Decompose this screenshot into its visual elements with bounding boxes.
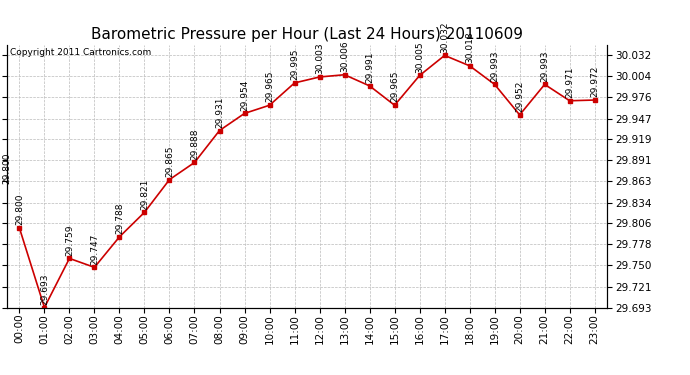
Text: 29.972: 29.972 [590, 66, 599, 97]
Text: Copyright 2011 Cartronics.com: Copyright 2011 Cartronics.com [10, 48, 151, 57]
Text: 29.965: 29.965 [265, 71, 274, 102]
Text: 30.005: 30.005 [415, 41, 424, 73]
Text: 29.800: 29.800 [15, 194, 24, 225]
Text: 29.993: 29.993 [490, 50, 499, 82]
Text: 29.993: 29.993 [540, 50, 549, 82]
Text: 30.018: 30.018 [465, 32, 474, 63]
Text: 29.693: 29.693 [40, 273, 49, 305]
Text: 30.003: 30.003 [315, 43, 324, 74]
Text: 30.006: 30.006 [340, 40, 349, 72]
Text: 29.954: 29.954 [240, 79, 249, 111]
Text: 29.991: 29.991 [365, 52, 374, 83]
Text: 30.032: 30.032 [440, 21, 449, 53]
Text: 29.971: 29.971 [565, 66, 574, 98]
Text: 29.800: 29.800 [2, 153, 12, 184]
Title: Barometric Pressure per Hour (Last 24 Hours) 20110609: Barometric Pressure per Hour (Last 24 Ho… [91, 27, 523, 42]
Text: 29.995: 29.995 [290, 49, 299, 80]
Text: 29.821: 29.821 [140, 178, 149, 210]
Text: 29.865: 29.865 [165, 146, 174, 177]
Text: 29.788: 29.788 [115, 202, 124, 234]
Text: 29.965: 29.965 [390, 71, 399, 102]
Text: 29.747: 29.747 [90, 233, 99, 265]
Text: 29.888: 29.888 [190, 128, 199, 160]
Text: 29.952: 29.952 [515, 81, 524, 112]
Text: 29.931: 29.931 [215, 96, 224, 128]
Text: 29.759: 29.759 [65, 224, 74, 256]
